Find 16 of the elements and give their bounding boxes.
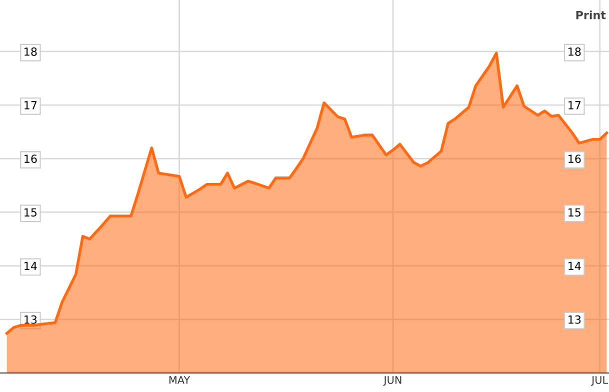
y2-tick-label: 17 [568,101,581,110]
y-tick-label: 14 [24,262,37,270]
y-tick-label: 17 [24,101,37,110]
y-tick-label: 13 [24,315,37,324]
y2-tick-label: 13 [568,315,581,324]
y-tick-label: 16 [24,154,37,164]
y-tick-label: 18 [24,47,37,56]
x-tick-label: JUL [591,376,608,386]
y2-tick-label: 14 [568,262,581,270]
y-tick-label: 15 [24,208,37,217]
y2-tick-label: 16 [568,154,581,164]
x-tick-label: MAY [169,376,190,384]
y2-tick-label: 15 [568,208,580,217]
x-tick-label: JUN [383,376,402,386]
annotation: Print [576,10,606,20]
y2-tick-label: 18 [568,47,581,56]
